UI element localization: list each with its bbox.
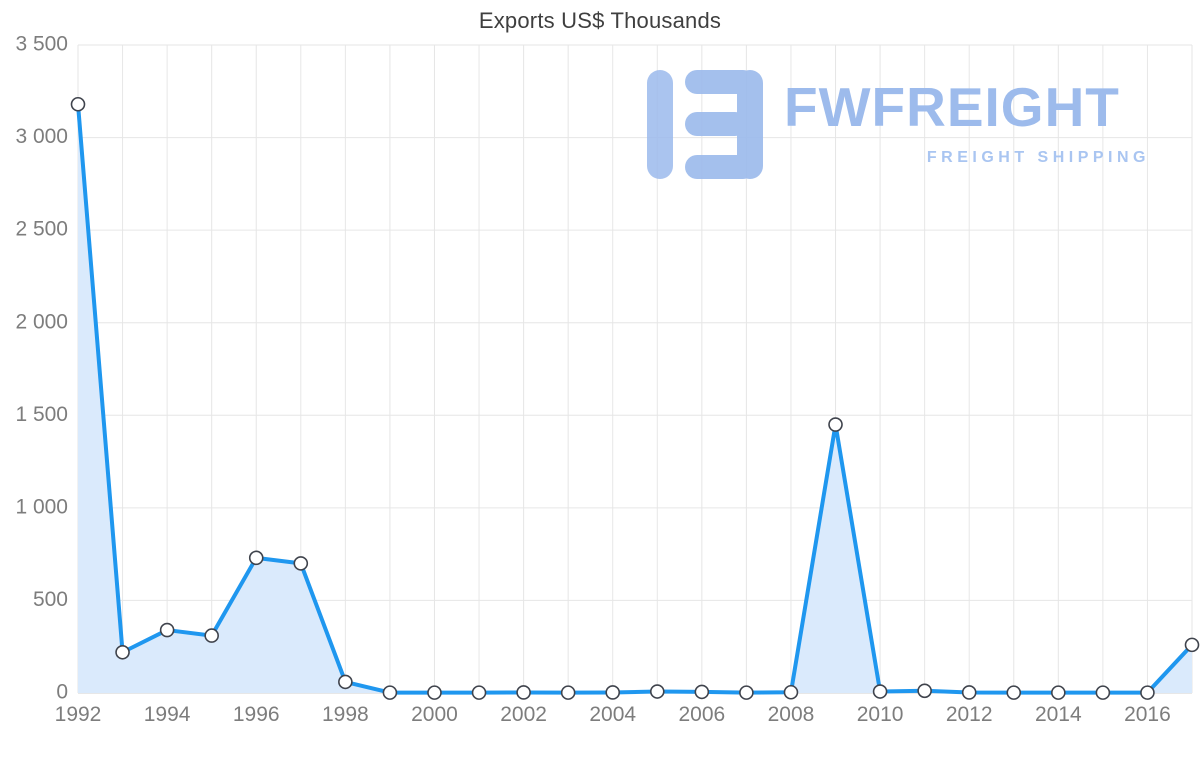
x-tick-label: 2002 [500,703,547,726]
y-tick-label: 1 000 [15,495,68,518]
x-tick-label: 2016 [1124,703,1171,726]
y-tick-label: 3 000 [15,125,68,148]
data-point-2001[interactable] [471,685,487,700]
data-point-2015[interactable] [1095,685,1111,700]
x-tick-label: 2004 [589,703,636,726]
x-tick-label: 2000 [411,703,458,726]
data-point-1997[interactable] [293,556,309,571]
data-point-2012[interactable] [961,685,977,700]
data-point-1992[interactable] [70,96,86,112]
y-tick-label: 0 [56,681,68,704]
data-point-2013[interactable] [1006,685,1022,700]
x-tick-label: 2014 [1035,703,1082,726]
y-tick-label: 3 500 [15,33,68,56]
data-point-2002[interactable] [516,685,531,700]
y-tick-label: 2 500 [15,218,68,241]
x-tick-label: 2010 [857,703,904,726]
data-point-2000[interactable] [427,685,442,700]
data-point-2003[interactable] [560,685,576,700]
x-tick-label: 1992 [55,703,102,726]
data-point-1996[interactable] [248,550,264,566]
data-point-2011[interactable] [917,683,932,699]
data-point-1994[interactable] [159,622,175,638]
x-tick-label: 1998 [322,703,369,726]
data-point-2017[interactable] [1184,637,1200,653]
x-tick-label: 1996 [233,703,280,726]
data-point-1995[interactable] [204,628,219,643]
y-tick-label: 2 000 [15,310,68,333]
data-point-2008[interactable] [783,684,799,700]
data-point-1993[interactable] [115,644,130,660]
y-tick-label: 1 500 [15,403,68,426]
data-point-2004[interactable] [605,685,621,700]
data-point-2010[interactable] [872,684,888,699]
data-point-2016[interactable] [1140,685,1155,700]
data-point-2007[interactable] [739,685,754,700]
data-point-1998[interactable] [338,674,353,690]
x-tick-label: 2008 [768,703,815,726]
y-tick-label: 500 [33,588,68,611]
data-line [76,102,1194,695]
x-tick-label: 2006 [678,703,725,726]
data-point-2006[interactable] [694,684,710,700]
x-tick-label: 1994 [144,703,191,726]
chart-title: Exports US$ Thousands [478,8,722,33]
data-point-2009[interactable] [828,417,843,432]
data-point-2005[interactable] [649,684,665,699]
data-point-1999[interactable] [382,685,398,700]
area-fill [78,104,1192,693]
data-point-2014[interactable] [1051,685,1066,700]
x-tick-label: 2012 [946,703,993,726]
